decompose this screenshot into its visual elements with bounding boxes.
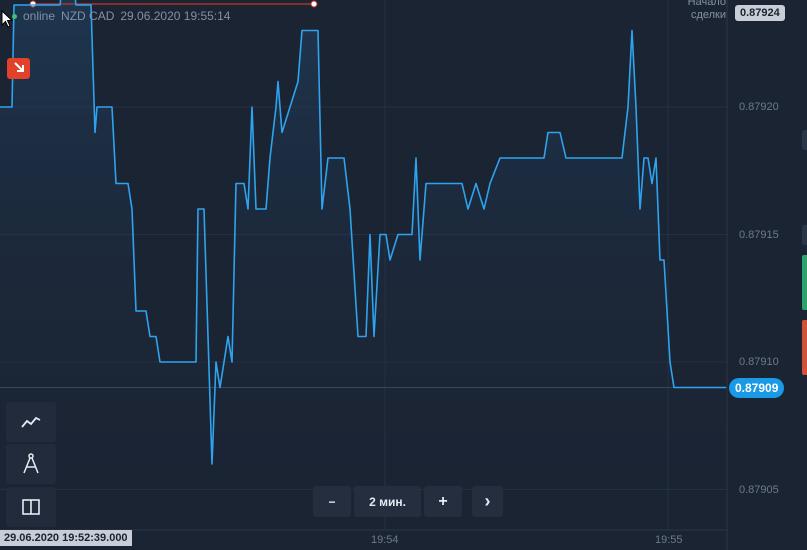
zoom-out-button[interactable]: − [313,486,351,517]
drawing-tools-button[interactable] [6,444,56,484]
current-price-badge: 0.87909 [729,378,785,398]
x-tick-label: 19:54 [371,534,399,546]
layout-button[interactable] [6,487,56,527]
scroll-forward-button[interactable]: › [472,486,503,517]
price-area [0,0,726,530]
panel-edge[interactable] [802,225,807,245]
price-line [0,0,726,465]
x-tick-label: 19:55 [655,534,683,546]
price-line-group [0,0,726,465]
y-tick-label: 0.87905 [739,484,779,496]
chart-type-button[interactable] [6,402,56,442]
deal-start-label: Начало сделки [684,0,726,22]
deal-label-line1: Начало [687,0,726,8]
y-tick-label: 0.87915 [739,229,779,241]
start-time-label: 29.06.2020 19:52:39.000 [0,530,132,546]
status-text: online [23,9,56,23]
deal-label-line2: сделки [690,9,726,21]
y-tick-label: 0.87910 [739,356,779,368]
mouse-cursor-icon [1,9,14,33]
timeframe-button[interactable]: 2 мин. [354,486,421,517]
y-tick-label: 0.87920 [739,101,779,113]
deal-price-badge: 0.87924 [735,5,785,21]
zoom-in-button[interactable]: + [424,486,462,517]
panel-edge[interactable] [802,130,807,150]
split-layout-icon [22,499,40,515]
compass-icon [22,453,40,475]
deal-start-point [29,0,37,8]
put-trade-marker[interactable] [7,58,30,79]
price-area-fill [0,0,726,530]
online-status-dot [12,13,17,19]
arrow-down-right-icon [13,60,25,78]
chart-header: online NZD CAD 29.06.2020 19:55:14 [12,9,230,23]
deal-end-point [310,0,318,8]
header-datetime: 29.06.2020 19:55:14 [120,9,231,23]
call-button-edge[interactable] [802,255,807,310]
line-chart-icon [21,415,41,429]
put-button-edge[interactable] [802,320,807,375]
asset-pair: NZD CAD [61,9,115,23]
